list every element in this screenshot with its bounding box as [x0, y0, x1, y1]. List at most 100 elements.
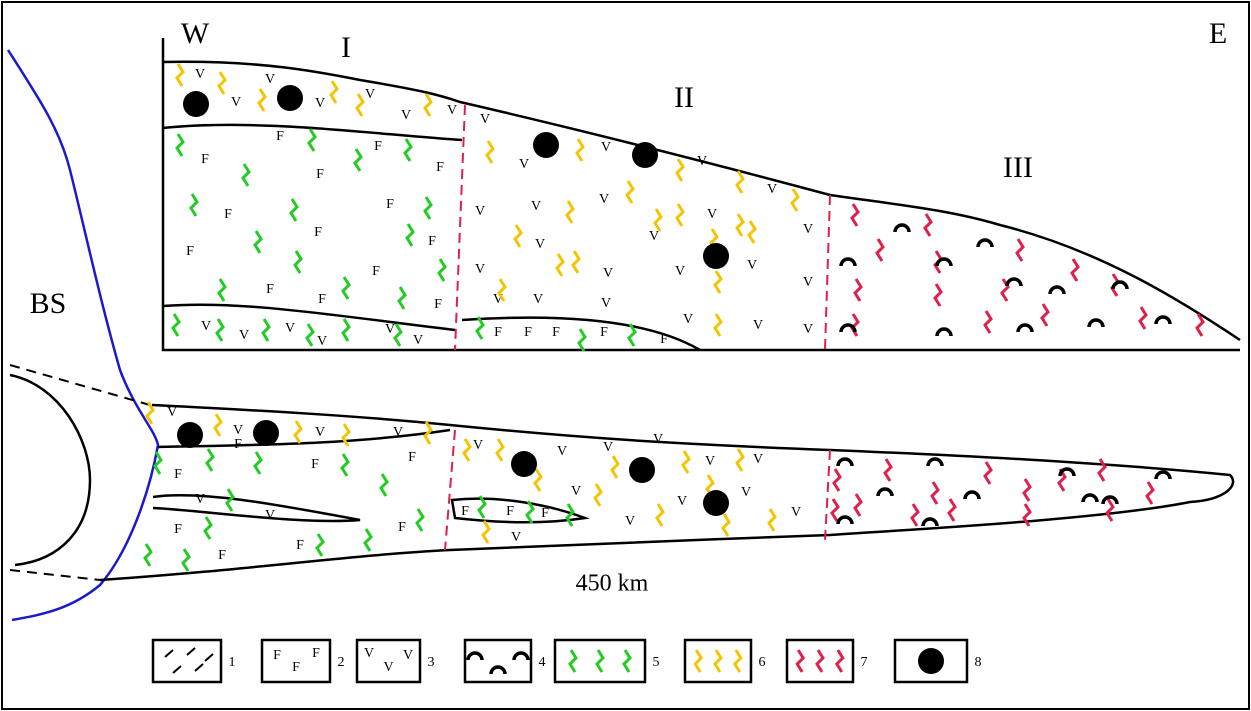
feldspar-symbol: F: [408, 450, 416, 465]
feldspar-symbol: F: [292, 660, 300, 675]
dot-symbol: [533, 132, 559, 158]
feldspar-symbol: F: [386, 197, 394, 212]
dot-symbol: [703, 490, 729, 516]
volcanic-symbol: V: [401, 108, 411, 123]
legend-box: [465, 640, 531, 682]
volcanic-symbol: V: [601, 296, 611, 311]
dot-symbol: [277, 85, 303, 111]
feldspar-symbol: F: [374, 139, 382, 154]
volcanic-symbol: V: [315, 96, 325, 111]
volcanic-symbol: V: [649, 229, 659, 244]
feldspar-symbol: F: [600, 325, 608, 340]
volcanic-symbol: V: [447, 103, 457, 118]
label-east: E: [1209, 17, 1227, 50]
feldspar-symbol: F: [316, 167, 324, 182]
volcanic-symbol: V: [315, 425, 325, 440]
legend-label: 6: [759, 655, 766, 670]
feldspar-symbol: F: [273, 648, 281, 663]
volcanic-symbol: V: [557, 444, 567, 459]
feldspar-symbol: F: [541, 506, 549, 521]
volcanic-symbol: V: [705, 454, 715, 469]
volcanic-symbol: V: [511, 530, 521, 545]
feldspar-symbol: F: [224, 207, 232, 222]
feldspar-symbol: F: [296, 538, 304, 553]
page: W E I II III BS 450 km FFFFFFFFFFFFFFFFF…: [0, 0, 1251, 711]
legend-label: 5: [653, 655, 660, 670]
feldspar-symbol: F: [218, 548, 226, 563]
volcanic-symbol: V: [231, 95, 241, 110]
volcanic-symbol: V: [475, 262, 485, 277]
volcanic-symbol: V: [383, 660, 393, 675]
feldspar-symbol: F: [372, 264, 380, 279]
volcanic-symbol: V: [791, 505, 801, 520]
feldspar-symbol: F: [174, 522, 182, 537]
volcanic-symbol: V: [365, 87, 375, 102]
volcanic-symbol: V: [535, 237, 545, 252]
feldspar-symbol: F: [314, 225, 322, 240]
feldspar-symbol: F: [201, 152, 209, 167]
dot-symbol: [918, 648, 944, 674]
dot-symbol: [632, 142, 658, 168]
legend-label: 8: [975, 655, 982, 670]
diagram: W E I II III BS 450 km FFFFFFFFFFFFFFFFF…: [0, 0, 1251, 711]
feldspar-symbol: F: [398, 520, 406, 535]
zone-label: III: [1003, 151, 1033, 184]
volcanic-symbol: V: [201, 319, 211, 334]
feldspar-symbol: F: [312, 646, 320, 661]
volcanic-symbol: V: [195, 492, 205, 507]
volcanic-symbol: V: [393, 425, 403, 440]
volcanic-symbol: V: [364, 646, 374, 661]
feldspar-symbol: F: [266, 282, 274, 297]
volcanic-symbol: V: [625, 514, 635, 529]
zone-label: I: [341, 31, 351, 64]
dot-symbol: [629, 457, 655, 483]
volcanic-symbol: V: [603, 266, 613, 281]
volcanic-symbol: V: [531, 199, 541, 214]
scale-label: 450 km: [576, 571, 649, 597]
dot-symbol: [177, 422, 203, 448]
feldspar-symbol: F: [552, 325, 560, 340]
feldspar-symbol: F: [428, 234, 436, 249]
volcanic-symbol: V: [239, 328, 249, 343]
volcanic-symbol: V: [413, 333, 423, 348]
volcanic-symbol: V: [265, 72, 275, 87]
volcanic-symbol: V: [233, 423, 243, 438]
legend-box: [153, 640, 221, 682]
feldspar-symbol: F: [318, 292, 326, 307]
volcanic-symbol: V: [747, 258, 757, 273]
volcanic-symbol: V: [683, 312, 693, 327]
volcanic-symbol: V: [707, 207, 717, 222]
volcanic-symbol: V: [599, 192, 609, 207]
legend-label: 4: [539, 655, 546, 670]
volcanic-symbol: V: [195, 67, 205, 82]
volcanic-symbol: V: [653, 432, 663, 447]
feldspar-symbol: F: [276, 129, 284, 144]
volcanic-symbol: V: [697, 154, 707, 169]
label-west: W: [181, 17, 210, 50]
feldspar-symbol: F: [436, 160, 444, 175]
feldspar-symbol: F: [174, 467, 182, 482]
feldspar-symbol: F: [434, 297, 442, 312]
feldspar-symbol: F: [660, 332, 668, 347]
volcanic-symbol: V: [753, 318, 763, 333]
volcanic-symbol: V: [803, 222, 813, 237]
volcanic-symbol: V: [741, 485, 751, 500]
volcanic-symbol: V: [473, 438, 483, 453]
volcanic-symbol: V: [480, 112, 490, 127]
volcanic-symbol: V: [403, 648, 413, 663]
volcanic-symbol: V: [675, 264, 685, 279]
volcanic-symbol: V: [167, 405, 177, 420]
dot-symbol: [703, 243, 729, 269]
volcanic-symbol: V: [385, 322, 395, 337]
volcanic-symbol: V: [767, 182, 777, 197]
volcanic-symbol: V: [601, 140, 611, 155]
volcanic-symbol: V: [533, 292, 543, 307]
feldspar-symbol: F: [506, 504, 514, 519]
volcanic-symbol: V: [803, 275, 813, 290]
volcanic-symbol: V: [803, 322, 813, 337]
zone-label: II: [674, 81, 694, 114]
legend-label: 1: [229, 655, 236, 670]
legend-label: 2: [338, 655, 345, 670]
volcanic-symbol: V: [677, 494, 687, 509]
feldspar-symbol: F: [524, 325, 532, 340]
